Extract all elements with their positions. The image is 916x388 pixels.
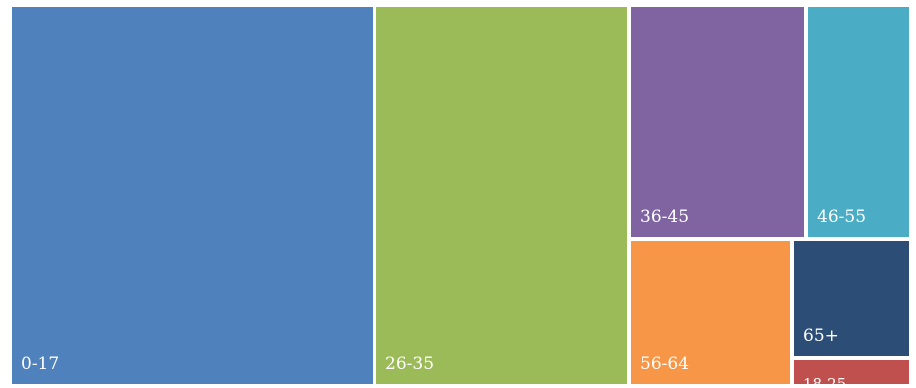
- treemap-tile-46-55: 46-55: [808, 7, 909, 237]
- treemap-tile-18-25: 18-25: [794, 360, 909, 384]
- treemap-label: 18-25: [803, 375, 847, 384]
- treemap-tile-56-64: 56-64: [631, 241, 790, 384]
- treemap-label: 56-64: [640, 354, 690, 374]
- treemap-tile-65plus: 65+: [794, 241, 909, 356]
- treemap-label: 0-17: [21, 354, 60, 374]
- treemap-label: 46-55: [817, 207, 867, 227]
- treemap-label: 36-45: [640, 207, 690, 227]
- treemap-tile-36-45: 36-45: [631, 7, 804, 237]
- treemap-tile-0-17: 0-17: [12, 7, 373, 384]
- treemap-label: 26-35: [385, 354, 435, 374]
- treemap-tile-26-35: 26-35: [376, 7, 627, 384]
- treemap-label: 65+: [803, 326, 839, 346]
